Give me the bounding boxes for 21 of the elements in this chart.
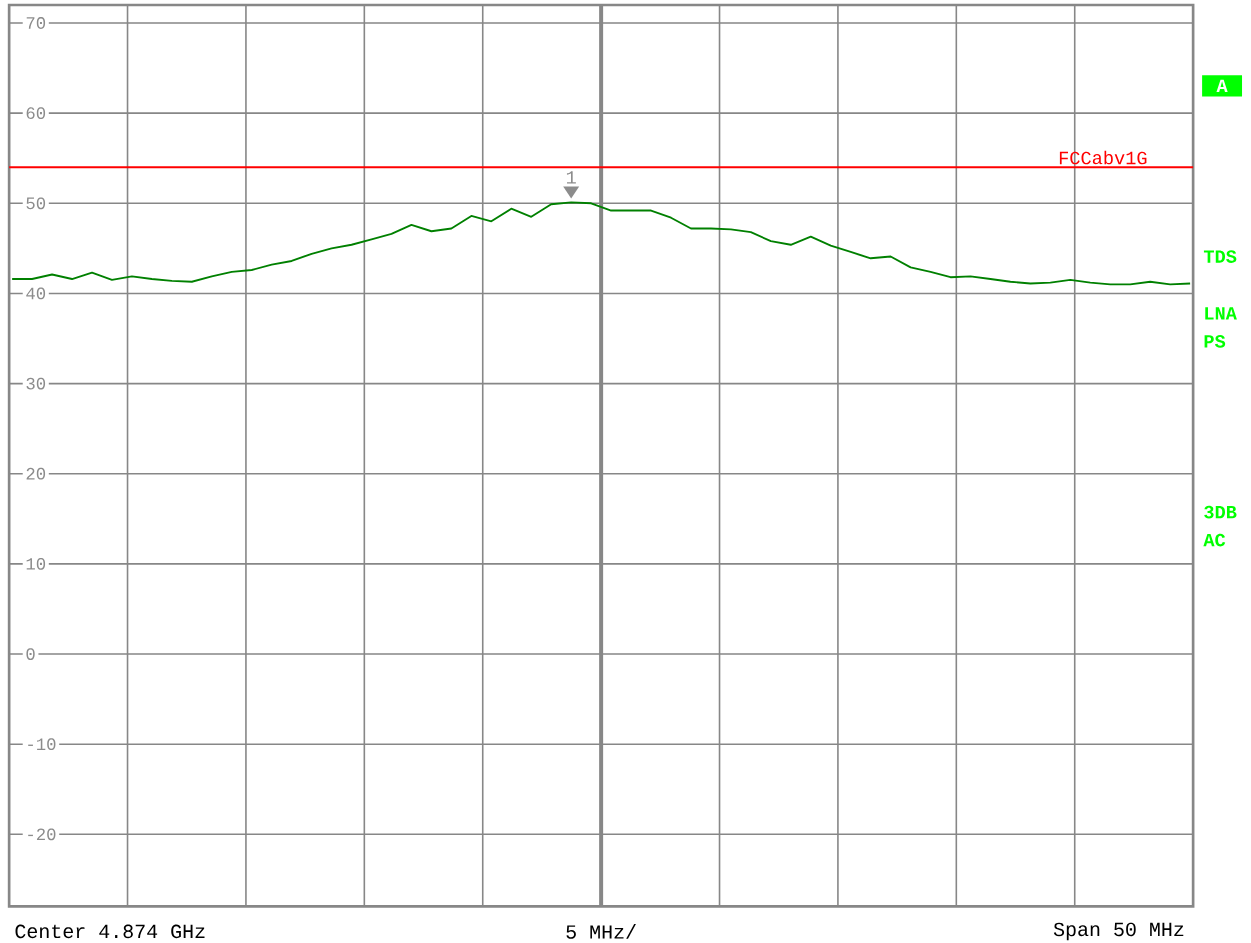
text: LNA xyxy=(1205,307,1237,320)
text: 5 MHz/ xyxy=(566,923,636,939)
text: PS xyxy=(1204,334,1226,348)
y-tick-label: 20 xyxy=(26,467,46,480)
y-tick-label: 70 xyxy=(26,16,46,29)
y-tick-label: 0 xyxy=(26,647,35,660)
text: AC xyxy=(1203,533,1226,547)
text: A xyxy=(1216,79,1228,92)
y-tick-label: -10 xyxy=(28,738,56,750)
text: Span 50 MHz xyxy=(1053,922,1184,940)
y-tick-label: 30 xyxy=(26,377,46,390)
y-tick-label: 10 xyxy=(26,557,46,570)
text: Center 4.874 GHz xyxy=(15,924,205,938)
y-tick-label: 40 xyxy=(26,287,46,300)
ref-line-label: FCCabv1G xyxy=(1059,150,1147,165)
text: 3DB xyxy=(1204,505,1237,519)
y-tick-label: 50 xyxy=(26,197,46,209)
text: TDS xyxy=(1203,250,1237,263)
y-tick-label: 60 xyxy=(26,107,46,119)
annotation: 1 xyxy=(566,171,576,184)
y-tick-label: -20 xyxy=(28,828,56,840)
